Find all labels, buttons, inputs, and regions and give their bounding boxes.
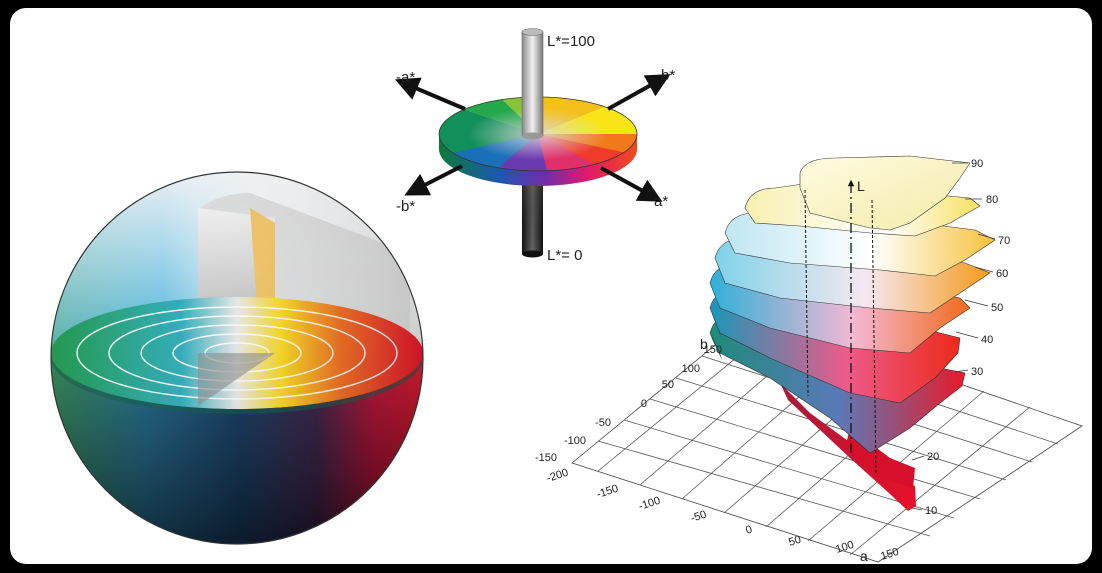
plus-a-arrow bbox=[600, 166, 663, 202]
b-tick: -50 bbox=[595, 417, 611, 429]
lab-disk-diagram: L*=100 L*= 0 -a* b* -b* a* bbox=[394, 28, 675, 264]
a-tick: 0 bbox=[744, 524, 754, 537]
a-tick: 150 bbox=[879, 546, 900, 563]
a-tick: -200 bbox=[545, 467, 570, 485]
l-axis-rod-top bbox=[521, 31, 544, 137]
level-label-10: 10 bbox=[925, 505, 937, 517]
level-label-50: 50 bbox=[991, 302, 1003, 314]
b-tick: -150 bbox=[535, 452, 557, 464]
level-label-70: 70 bbox=[998, 235, 1010, 247]
b-axis-label: b bbox=[700, 336, 708, 352]
b-tick: -100 bbox=[564, 435, 586, 447]
b-tick: 150 bbox=[704, 344, 722, 356]
b-tick: 0 bbox=[641, 398, 647, 410]
color-solid-diagram: L 90 80 70 60 50 40 30 20 10 -150 -100 -… bbox=[535, 155, 1083, 564]
a-tick: -150 bbox=[595, 483, 620, 501]
color-sphere bbox=[50, 171, 424, 545]
b-tick: 100 bbox=[682, 363, 700, 375]
level-label-80: 80 bbox=[986, 194, 998, 206]
b-tick: 50 bbox=[662, 379, 674, 391]
level-label-30: 30 bbox=[971, 366, 983, 378]
diagram-frame: L*=100 L*= 0 -a* b* -b* a* bbox=[10, 8, 1092, 564]
plus-b-label: b* bbox=[661, 67, 675, 84]
l-axis-label: L bbox=[857, 178, 865, 194]
level-label-20: 20 bbox=[927, 451, 939, 463]
cielab-diagram: L*=100 L*= 0 -a* b* -b* a* bbox=[50, 28, 1083, 564]
plus-b-arrow bbox=[607, 74, 671, 111]
a-tick: 100 bbox=[834, 539, 855, 556]
plus-a-label: a* bbox=[654, 193, 668, 210]
level-label-40: 40 bbox=[981, 334, 993, 346]
a-axis-label: a bbox=[860, 548, 868, 564]
minus-b-label: -b* bbox=[396, 198, 415, 215]
l-100-label: L*=100 bbox=[547, 33, 595, 50]
l-0-label: L*= 0 bbox=[547, 247, 582, 264]
level-label-60: 60 bbox=[996, 268, 1008, 280]
minus-a-arrow bbox=[394, 77, 466, 111]
a-tick: 50 bbox=[787, 534, 802, 549]
level-label-90: 90 bbox=[971, 158, 983, 170]
a-tick: -50 bbox=[689, 509, 708, 525]
a-tick: -100 bbox=[637, 495, 662, 513]
minus-a-label: -a* bbox=[396, 69, 415, 86]
minus-b-arrow bbox=[404, 164, 463, 196]
